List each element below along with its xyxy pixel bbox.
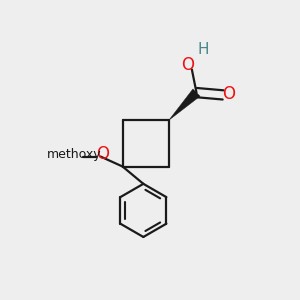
- Text: O: O: [181, 56, 194, 74]
- Text: methoxy: methoxy: [47, 148, 101, 161]
- Text: O: O: [96, 145, 109, 163]
- Polygon shape: [169, 89, 200, 120]
- Text: H: H: [198, 42, 209, 57]
- Text: O: O: [222, 85, 235, 103]
